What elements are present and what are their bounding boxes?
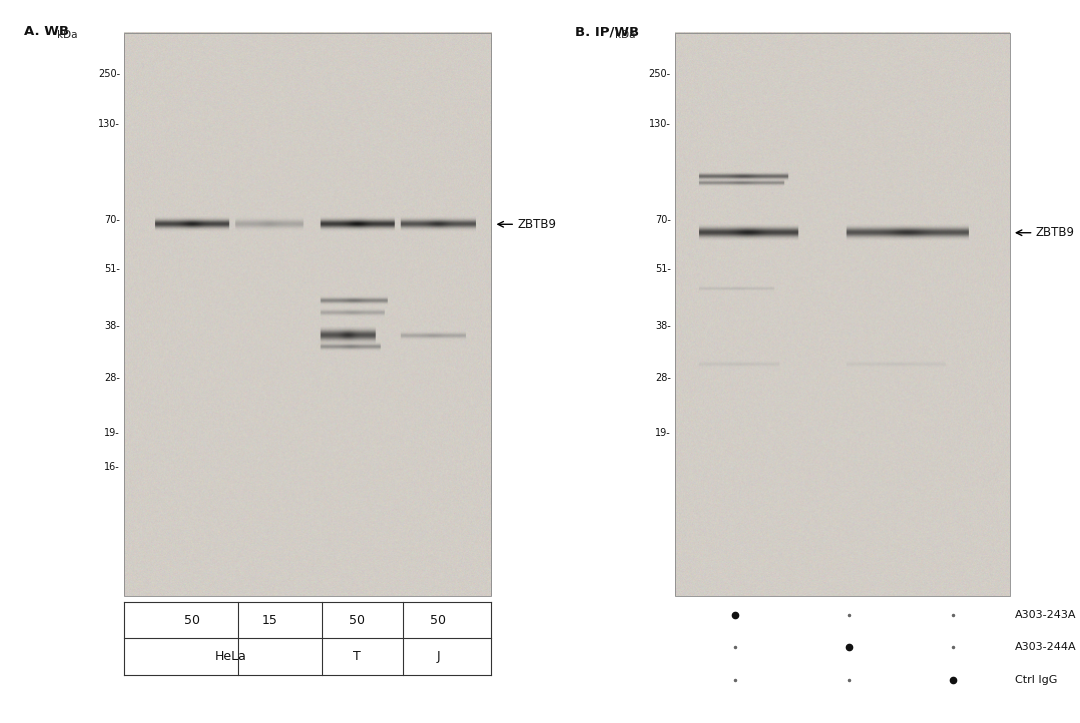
Text: 130-: 130- xyxy=(98,119,120,129)
Text: 28-: 28- xyxy=(654,373,671,383)
Text: 51-: 51- xyxy=(654,265,671,275)
Text: 70-: 70- xyxy=(104,215,120,226)
Text: J: J xyxy=(436,650,440,663)
Text: 250-: 250- xyxy=(98,69,120,79)
Text: 130-: 130- xyxy=(649,119,671,129)
Text: A303-244A: A303-244A xyxy=(1015,642,1077,652)
Text: T: T xyxy=(353,650,361,663)
Text: 28-: 28- xyxy=(104,373,120,383)
Text: kDa: kDa xyxy=(615,30,635,40)
Text: HeLa: HeLa xyxy=(215,650,246,663)
Text: 50: 50 xyxy=(349,614,365,627)
Text: 50: 50 xyxy=(430,614,446,627)
Text: kDa: kDa xyxy=(57,30,78,40)
Text: Ctrl IgG: Ctrl IgG xyxy=(1015,675,1057,685)
Text: 38-: 38- xyxy=(654,321,671,331)
Text: ZBTB9: ZBTB9 xyxy=(517,218,556,231)
Text: A303-243A: A303-243A xyxy=(1015,609,1077,620)
Text: 70-: 70- xyxy=(654,215,671,226)
Text: 38-: 38- xyxy=(104,321,120,331)
Text: ZBTB9: ZBTB9 xyxy=(1036,226,1075,239)
Text: 16-: 16- xyxy=(104,462,120,472)
Text: B. IP/WB: B. IP/WB xyxy=(575,25,638,38)
Text: 50: 50 xyxy=(184,614,200,627)
Text: A. WB: A. WB xyxy=(24,25,69,38)
Text: 15: 15 xyxy=(261,614,278,627)
Text: 250-: 250- xyxy=(649,69,671,79)
Text: 19-: 19- xyxy=(654,428,671,438)
Text: 51-: 51- xyxy=(104,265,120,275)
Text: 19-: 19- xyxy=(104,428,120,438)
